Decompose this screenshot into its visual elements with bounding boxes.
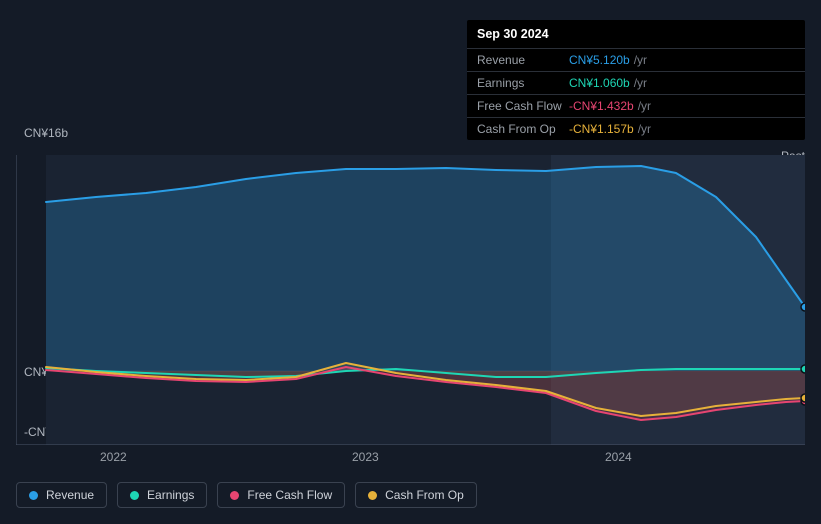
tooltip-row-suffix: /yr bbox=[638, 122, 651, 136]
legend-item[interactable]: Free Cash Flow bbox=[217, 482, 345, 508]
tooltip-row-value: CN¥5.120b bbox=[569, 53, 630, 67]
legend-label: Free Cash Flow bbox=[247, 488, 332, 502]
tooltip-row-suffix: /yr bbox=[634, 76, 647, 90]
tooltip-row: Cash From Op-CN¥1.157b/yr bbox=[467, 118, 805, 140]
chart-svg bbox=[16, 155, 805, 445]
legend-dot-icon bbox=[130, 491, 139, 500]
tooltip-row-value: -CN¥1.432b bbox=[569, 99, 634, 113]
tooltip-row: Free Cash Flow-CN¥1.432b/yr bbox=[467, 95, 805, 118]
data-tooltip: Sep 30 2024 RevenueCN¥5.120b/yrEarningsC… bbox=[467, 20, 805, 140]
legend-dot-icon bbox=[230, 491, 239, 500]
legend-label: Cash From Op bbox=[385, 488, 464, 502]
tooltip-row-value: -CN¥1.157b bbox=[569, 122, 634, 136]
legend-dot-icon bbox=[29, 491, 38, 500]
legend-item[interactable]: Cash From Op bbox=[355, 482, 477, 508]
tooltip-row-label: Free Cash Flow bbox=[477, 99, 569, 113]
legend-item[interactable]: Earnings bbox=[117, 482, 207, 508]
legend-dot-icon bbox=[368, 491, 377, 500]
chart-container: Sep 30 2024 RevenueCN¥5.120b/yrEarningsC… bbox=[0, 0, 821, 524]
tooltip-row-label: Earnings bbox=[477, 76, 569, 90]
legend-item[interactable]: Revenue bbox=[16, 482, 107, 508]
tooltip-row-value: CN¥1.060b bbox=[569, 76, 630, 90]
x-axis-tick-label: 2022 bbox=[100, 450, 127, 464]
tooltip-row-suffix: /yr bbox=[638, 99, 651, 113]
legend: Revenue Earnings Free Cash Flow Cash From O… bbox=[16, 482, 477, 508]
tooltip-row-label: Revenue bbox=[477, 53, 569, 67]
y-axis-tick-label: CN¥16b bbox=[24, 126, 68, 140]
legend-label: Earnings bbox=[147, 488, 194, 502]
tooltip-row-suffix: /yr bbox=[634, 53, 647, 67]
chart-plot bbox=[16, 155, 805, 445]
tooltip-row: EarningsCN¥1.060b/yr bbox=[467, 72, 805, 95]
x-axis-tick-label: 2024 bbox=[605, 450, 632, 464]
tooltip-row: RevenueCN¥5.120b/yr bbox=[467, 49, 805, 72]
tooltip-date: Sep 30 2024 bbox=[467, 20, 805, 49]
tooltip-row-label: Cash From Op bbox=[477, 122, 569, 136]
x-axis-tick-label: 2023 bbox=[352, 450, 379, 464]
legend-label: Revenue bbox=[46, 488, 94, 502]
